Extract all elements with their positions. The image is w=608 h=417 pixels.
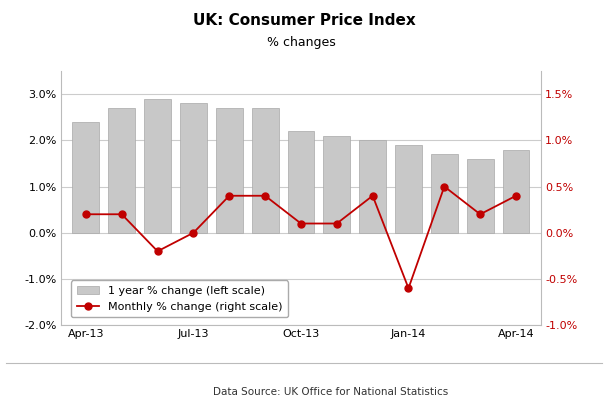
Text: TradingFloor·com: TradingFloor·com bbox=[48, 385, 137, 394]
Bar bbox=[431, 154, 458, 233]
Bar bbox=[252, 108, 278, 233]
Title: % changes: % changes bbox=[266, 36, 336, 49]
Bar bbox=[288, 131, 314, 233]
Text: GROUP: GROUP bbox=[14, 395, 32, 400]
Bar bbox=[359, 140, 386, 233]
Bar bbox=[180, 103, 207, 233]
Bar bbox=[144, 99, 171, 233]
Legend: 1 year % change (left scale), Monthly % change (right scale): 1 year % change (left scale), Monthly % … bbox=[71, 281, 288, 317]
Bar bbox=[216, 108, 243, 233]
Bar bbox=[72, 122, 99, 233]
Text: UK: Consumer Price Index: UK: Consumer Price Index bbox=[193, 13, 415, 28]
Text: SAXO: SAXO bbox=[13, 380, 32, 385]
Bar bbox=[395, 145, 422, 233]
Bar bbox=[467, 159, 494, 233]
Text: Data Source: UK Office for National Statistics: Data Source: UK Office for National Stat… bbox=[213, 387, 448, 397]
Bar bbox=[108, 108, 135, 233]
Bar bbox=[323, 136, 350, 233]
Bar bbox=[503, 150, 530, 233]
